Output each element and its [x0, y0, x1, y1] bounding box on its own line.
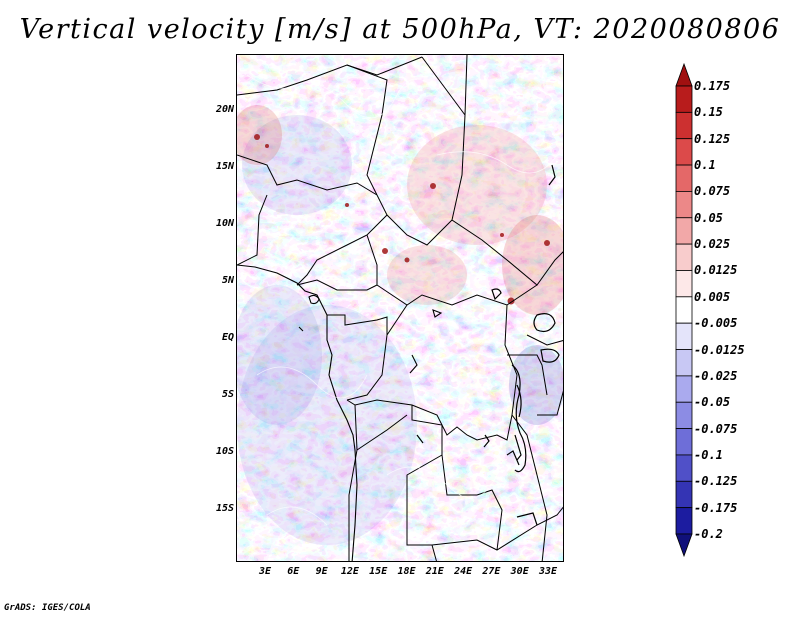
colorbar-swatch [675, 62, 693, 87]
velocity-map [237, 55, 563, 561]
lon-label: 33E [538, 566, 558, 577]
chart-title: Vertical velocity [m/s] at 500hPa, VT: 2… [19, 14, 781, 45]
colorbar-swatch [675, 85, 693, 113]
colorbar-swatch [675, 270, 693, 298]
colorbar-swatch [675, 191, 693, 219]
colorbar-swatch [675, 401, 693, 429]
lat-label: EQ [221, 332, 234, 343]
colorbar-swatch [675, 217, 693, 245]
lat-label: 10N [215, 218, 234, 229]
colorbar-swatch [675, 480, 693, 509]
colorbar-label: -0.2 [694, 527, 723, 541]
colorbar-label: -0.125 [694, 474, 738, 489]
colorbar-label: 0.0125 [694, 263, 738, 278]
colorbar-label: -0.05 [694, 395, 731, 410]
lon-label: 9E [315, 566, 328, 577]
colorbar-swatch [675, 454, 693, 482]
lon-label: 3E [258, 566, 272, 577]
colorbar-swatch [675, 428, 693, 456]
colorbar-label: 0.175 [694, 79, 731, 93]
colorbar-label: 0.025 [694, 237, 731, 252]
map-panel [236, 54, 564, 562]
colorbar-label: -0.075 [694, 421, 738, 436]
colorbar-swatch [675, 507, 693, 535]
colorbar-label: -0.0125 [694, 342, 745, 357]
lon-label: 12E [340, 566, 359, 577]
colorbar-swatch [675, 533, 693, 558]
lat-label: 15N [215, 161, 234, 172]
colorbar-label: -0.005 [694, 316, 738, 331]
colorbar-label: 0.05 [694, 210, 723, 225]
colorbar-swatch [675, 349, 693, 377]
colorbar-swatch [675, 243, 693, 271]
colorbar-swatch [675, 164, 693, 192]
country-boundaries [237, 55, 563, 561]
lat-label: 15S [215, 503, 234, 514]
lon-label: 18E [397, 566, 416, 577]
colorbar-label: 0.15 [694, 105, 723, 120]
colorbar [675, 62, 693, 558]
lon-label: 27E [482, 566, 501, 577]
colorbar-label: 0.075 [694, 184, 731, 199]
colorbar-label: 0.125 [694, 131, 731, 146]
lakes [416, 164, 560, 526]
colorbar-swatch [675, 138, 693, 166]
colorbar-label: 0.1 [694, 158, 716, 173]
colorbar-swatch [675, 375, 693, 403]
colorbar-swatch [675, 296, 693, 324]
lon-label: 6E [287, 566, 300, 577]
colorbar-label: 0.005 [694, 289, 731, 304]
colorbar-label: -0.025 [694, 368, 738, 383]
lon-label: 30E [510, 566, 529, 577]
lat-label: 10S [215, 446, 234, 457]
colorbar-label: -0.1 [694, 447, 723, 462]
coastlines [237, 264, 443, 561]
lon-label: 24E [454, 566, 473, 577]
colorbar-swatch [675, 111, 693, 140]
strong-ascent-cells [254, 134, 550, 305]
colorbar-label: -0.175 [694, 500, 738, 515]
lon-label: 21E [425, 566, 444, 577]
lat-label: 5N [221, 275, 234, 286]
lat-label: 20N [215, 104, 234, 115]
grads-credit: GrADS: IGES/COLA [4, 603, 91, 613]
lat-label: 5S [221, 389, 234, 400]
lon-label: 15E [369, 566, 388, 577]
colorbar-swatch [675, 322, 693, 350]
